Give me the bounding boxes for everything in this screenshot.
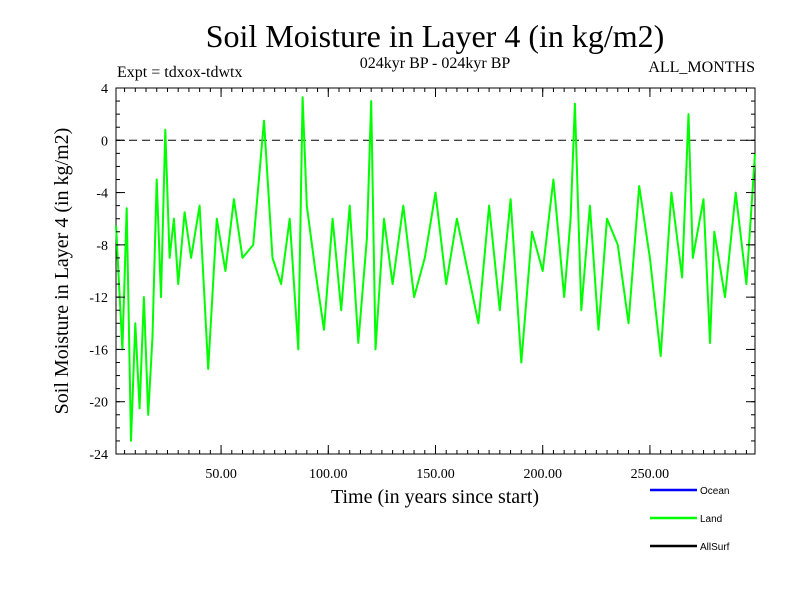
chart-title: Soil Moisture in Layer 4 (in kg/m2): [206, 18, 665, 54]
legend-label-allsurf: AllSurf: [700, 542, 730, 553]
y-tick-label: 0: [101, 134, 108, 149]
x-tick-label: 50.00: [205, 467, 237, 482]
experiment-label: Expt = tdxox-tdwtx: [117, 64, 242, 81]
x-tick-label: 250.00: [631, 467, 670, 482]
x-axis-label: Time (in years since start): [331, 486, 539, 508]
legend: Ocean Land AllSurf: [650, 486, 730, 553]
period-label: 024kyr BP - 024kyr BP: [360, 55, 511, 72]
x-tick-label: 200.00: [523, 467, 562, 482]
x-tick-label: 100.00: [309, 467, 348, 482]
plot-frame: [115, 87, 756, 455]
y-tick-label: -4: [96, 187, 108, 202]
y-tick-label: -20: [89, 396, 108, 411]
y-tick-label: 4: [101, 82, 108, 97]
axis-ticks: 4 0 -4 -8 -12 -16 -20 -24 50.00 100.00 150.00 200.0…: [89, 82, 755, 482]
legend-label-land: Land: [700, 514, 722, 525]
months-label: ALL_MONTHS: [648, 59, 755, 76]
series-line-land: [115, 96, 756, 442]
plot-area: [115, 87, 756, 455]
y-tick-label: -12: [89, 291, 108, 306]
x-tick-label: 150.00: [416, 467, 455, 482]
y-axis-label: Soil Moisture in Layer 4 (in kg/m2): [51, 128, 73, 415]
y-tick-label: -8: [96, 239, 108, 254]
legend-label-ocean: Ocean: [700, 486, 729, 497]
y-tick-label: -16: [89, 343, 108, 358]
y-tick-label: -24: [89, 448, 108, 463]
